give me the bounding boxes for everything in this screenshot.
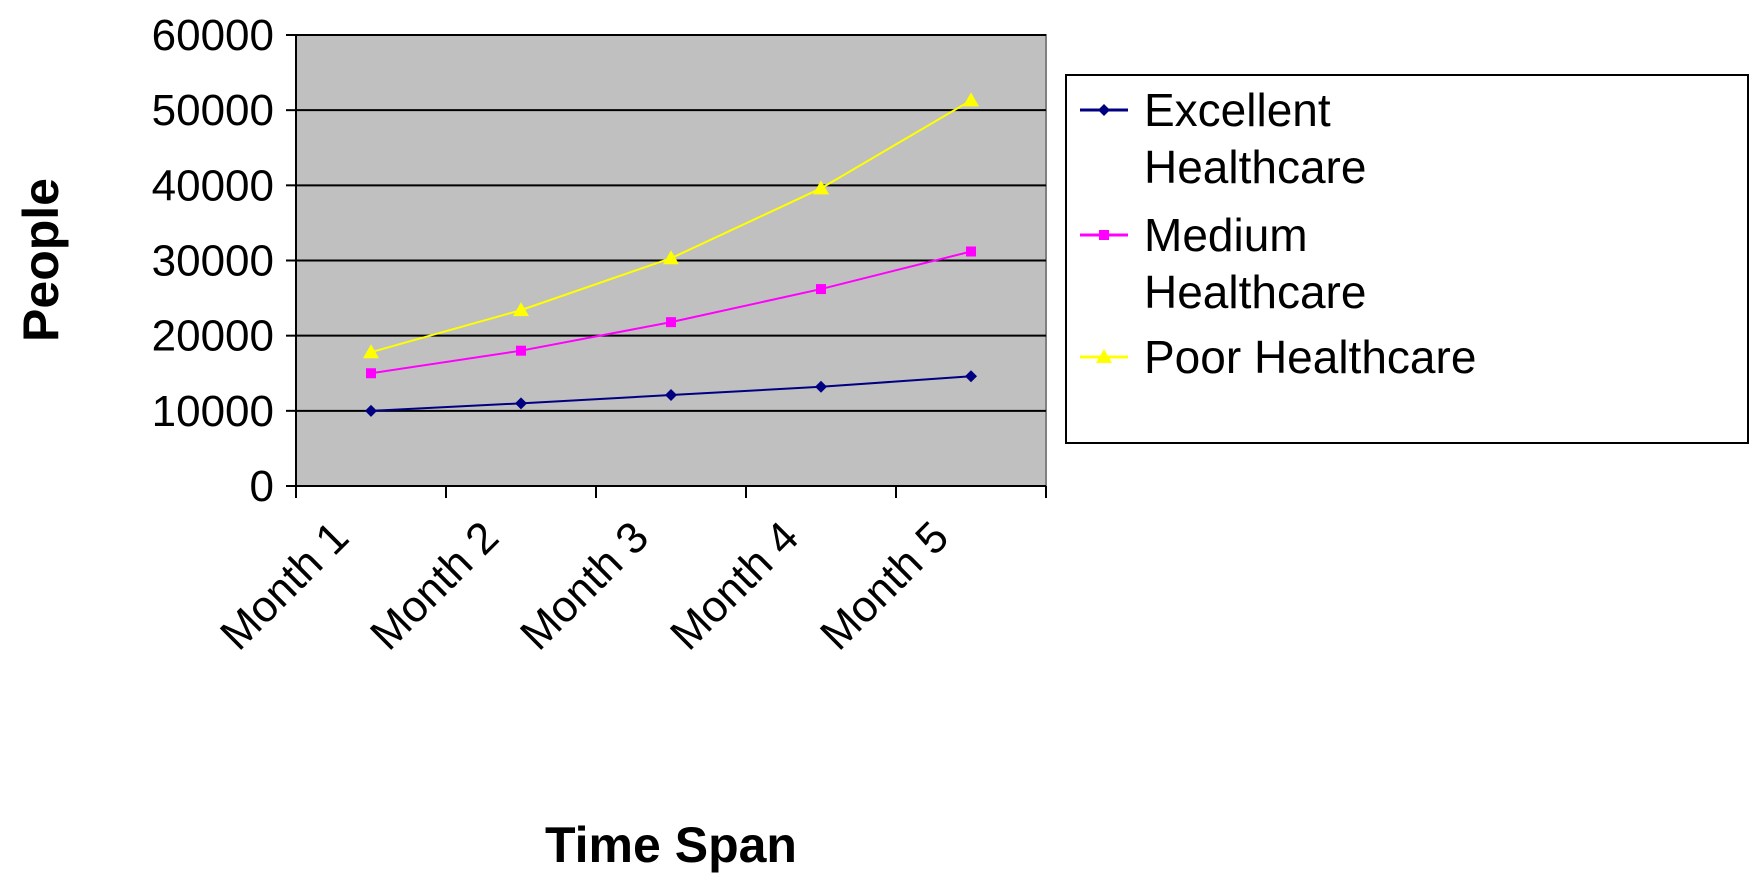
data-point <box>666 317 676 328</box>
y-tick-label: 60000 <box>152 11 274 60</box>
y-tick-label: 10000 <box>152 387 274 436</box>
data-point <box>513 302 529 317</box>
x-tick-label: Month 3 <box>511 512 658 659</box>
data-point <box>665 389 677 402</box>
data-point <box>365 404 377 417</box>
data-point <box>1098 104 1110 116</box>
data-point <box>813 180 829 195</box>
y-tick-label: 20000 <box>152 312 274 361</box>
legend-box <box>1065 74 1749 444</box>
y-tick-label: 40000 <box>152 161 274 210</box>
x-axis: Month 1 Month 2 Month 3 Month 4 Month 5 <box>211 485 1047 659</box>
data-point <box>515 397 527 410</box>
x-tick-label: Month 2 <box>361 512 508 659</box>
y-axis: 0 10000 20000 30000 40000 50000 60000 <box>152 11 297 511</box>
data-point <box>1099 230 1109 240</box>
series-layer <box>363 92 979 417</box>
data-point <box>363 344 379 359</box>
legend-label: Poor Healthcare <box>1144 331 1476 383</box>
data-point <box>815 380 827 393</box>
series-excellent-healthcare <box>365 370 977 417</box>
legend-label: Excellent <box>1144 84 1331 136</box>
series-medium-healthcare <box>366 246 976 379</box>
y-tick-label: 30000 <box>152 237 274 286</box>
legend: ExcellentHealthcareMediumHealthcarePoor … <box>1065 74 1749 444</box>
x-axis-title: Time Span <box>545 817 797 873</box>
legend-label: Healthcare <box>1144 266 1366 318</box>
data-point <box>816 284 826 295</box>
data-point <box>516 345 526 356</box>
data-point <box>1096 349 1112 363</box>
data-point <box>966 246 976 257</box>
data-point <box>663 250 679 265</box>
y-axis-title: People <box>13 178 69 342</box>
data-point <box>366 368 376 379</box>
y-tick-label: 0 <box>250 462 274 511</box>
legend-entry: Poor Healthcare <box>1080 331 1476 383</box>
legend-label: Medium <box>1144 209 1308 261</box>
data-point <box>965 370 977 383</box>
x-tick-label: Month 1 <box>211 512 358 659</box>
legend-label: Healthcare <box>1144 141 1366 193</box>
y-tick-label: 50000 <box>152 86 274 135</box>
x-tick-label: Month 5 <box>811 512 958 659</box>
data-point <box>963 92 979 107</box>
x-tick-label: Month 4 <box>661 512 808 659</box>
series-poor-healthcare <box>363 92 979 359</box>
